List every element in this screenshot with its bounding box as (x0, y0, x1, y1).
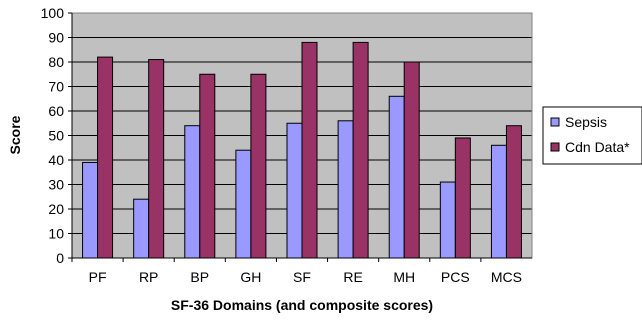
legend-label-cdn-data: Cdn Data* (565, 139, 630, 155)
bar-cdn-data-mh (403, 61, 420, 259)
bar-cdn-data-bp (199, 73, 216, 259)
y-tick-label: 60 (48, 103, 64, 119)
y-tick-label: 100 (41, 5, 65, 21)
x-tick-label: RE (343, 269, 362, 285)
bar-cdn-data-pf (97, 56, 114, 259)
y-tick-labels: 0 10 20 30 40 50 60 70 80 90 100 (41, 5, 72, 266)
x-tick-label: PCS (441, 269, 470, 285)
legend-box (542, 106, 642, 165)
legend: Sepsis Cdn Data* (542, 106, 642, 165)
legend-swatch-cdn-data (550, 142, 560, 152)
x-tick-label: GH (240, 269, 261, 285)
x-axis-title: SF-36 Domains (and composite scores) (171, 297, 433, 313)
bar-sepsis-bp (184, 125, 201, 259)
y-axis-title: Score (7, 115, 23, 154)
bar-cdn-data-re (352, 41, 369, 259)
bar-cdn-data-sf (301, 41, 318, 259)
bar-sepsis-mh (388, 95, 405, 259)
x-tick-label: SF (293, 269, 311, 285)
y-tick-label: 80 (48, 54, 64, 70)
bar-sepsis-rp (133, 198, 150, 259)
y-tick-label: 40 (48, 152, 64, 168)
bar-sepsis-gh (235, 149, 252, 259)
bar-sepsis-sf (286, 122, 303, 259)
legend-swatch-sepsis (550, 117, 560, 127)
x-tick-label: PF (89, 269, 107, 285)
bar-cdn-data-mcs (505, 125, 522, 259)
y-tick-label: 10 (48, 226, 64, 242)
bar-cdn-data-rp (148, 59, 165, 259)
bar-sepsis-re (337, 120, 354, 259)
bar-cdn-data-pcs (454, 137, 471, 259)
x-tick-label: MCS (491, 269, 522, 285)
y-tick-label: 50 (48, 128, 64, 144)
y-tick-label: 90 (48, 30, 64, 46)
x-tick-label: RP (139, 269, 158, 285)
y-tick-label: 30 (48, 177, 64, 193)
legend-label-sepsis: Sepsis (565, 114, 607, 130)
bar-sepsis-pcs (439, 181, 456, 259)
x-tick-label: BP (190, 269, 209, 285)
y-tick-label: 20 (48, 201, 64, 217)
y-tick-label: 70 (48, 79, 64, 95)
y-tick-label: 0 (56, 250, 64, 266)
bar-cdn-data-gh (250, 73, 267, 259)
bar-sepsis-pf (82, 161, 99, 259)
bar-group (82, 41, 522, 259)
x-tick-labels: PF RP BP GH SF RE MH PCS MCS (71, 258, 522, 285)
bar-sepsis-mcs (490, 144, 507, 259)
x-tick-label: MH (393, 269, 415, 285)
